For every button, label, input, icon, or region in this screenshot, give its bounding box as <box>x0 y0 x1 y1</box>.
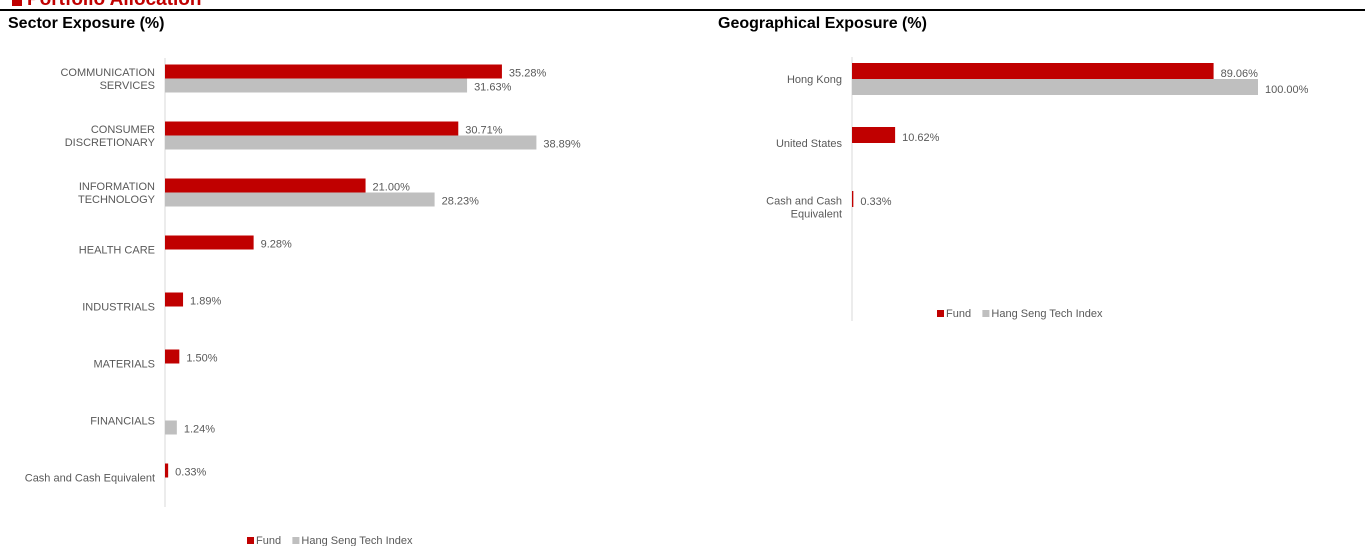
sector-bar-fund <box>165 349 180 364</box>
sector-bar-fund <box>165 121 459 136</box>
sector-data-label: 30.71% <box>465 125 503 137</box>
sector-data-label: 0.33% <box>175 467 206 479</box>
sector-bar-fund <box>165 463 169 478</box>
geo-category-label: Cash and Cash Equivalent <box>766 196 842 221</box>
geo-category-label: United States <box>776 138 843 150</box>
sector-bar-fund <box>165 292 184 307</box>
sector-data-label: 1.89% <box>190 296 221 308</box>
sector-category-label: HEALTH CARE <box>79 245 155 257</box>
geo-legend-label: Hang Seng Tech Index <box>991 308 1103 320</box>
geo-data-label: 0.33% <box>860 196 891 208</box>
geo-data-label: 100.00% <box>1265 84 1309 96</box>
sector-category-label: MATERIALS <box>93 359 155 371</box>
geo-legend-label: Fund <box>946 308 971 320</box>
sector-category-label: Cash and Cash Equivalent <box>25 473 155 485</box>
geo-data-label: 10.62% <box>902 132 940 144</box>
sector-category-label: CONSUMER DISCRETIONARY <box>65 124 156 149</box>
sector-bar-index <box>165 192 435 207</box>
sector-data-label: 31.63% <box>474 82 512 94</box>
sector-legend-label: Hang Seng Tech Index <box>301 535 413 546</box>
sector-legend-swatch <box>247 537 254 544</box>
sector-category-label: INDUSTRIALS <box>82 302 155 314</box>
section-divider <box>0 9 1365 11</box>
sector-data-label: 1.50% <box>186 353 217 365</box>
section-header: Portfolio Allocation <box>0 0 1365 12</box>
geo-legend-swatch <box>982 310 990 317</box>
sector-legend-label: Fund <box>256 535 281 546</box>
geo-bar-fund <box>852 63 1214 79</box>
sector-legend-swatch <box>292 537 300 544</box>
sector-data-label: 28.23% <box>442 196 480 208</box>
sector-chart-title: Sector Exposure (%) <box>8 15 165 32</box>
section-marker-icon <box>12 0 22 6</box>
geo-bar-fund <box>852 191 854 207</box>
sector-bar-fund <box>165 64 502 79</box>
geo-category-label: Hong Kong <box>787 74 842 86</box>
sector-bar-fund <box>165 235 254 250</box>
sector-category-label: FINANCIALS <box>90 416 155 428</box>
sector-bar-index <box>165 420 177 435</box>
sector-bar-fund <box>165 178 366 193</box>
sector-data-label: 35.28% <box>509 68 547 80</box>
geo-legend-swatch <box>937 310 944 317</box>
sector-category-label: COMMUNICATION SERVICES <box>60 67 155 92</box>
sector-data-label: 1.24% <box>184 424 215 436</box>
sector-category-label: INFORMATION TECHNOLOGY <box>78 181 156 206</box>
sector-data-label: 21.00% <box>373 182 411 194</box>
geo-bar-fund <box>852 127 896 143</box>
sector-bar-index <box>165 78 468 93</box>
section-title: Portfolio Allocation <box>27 0 202 11</box>
sector-data-label: 9.28% <box>261 239 292 251</box>
sector-data-label: 38.89% <box>543 139 581 151</box>
sector-bar-index <box>165 135 537 150</box>
geo-data-label: 89.06% <box>1221 68 1259 80</box>
geo-bar-index <box>852 79 1258 95</box>
geo-chart-title: Geographical Exposure (%) <box>718 15 927 32</box>
sector-exposure-chart: COMMUNICATION SERVICES 35.28% 31.63% CONSUME… <box>25 58 581 546</box>
